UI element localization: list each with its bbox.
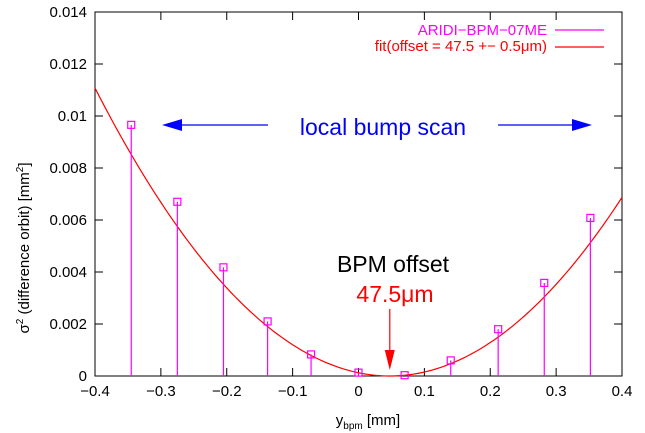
svg-text:ybpm [mm]: ybpm [mm] xyxy=(336,412,400,432)
annotations: local bump scan BPM offset 47.5μm xyxy=(300,114,466,307)
scan-arrow-left-head xyxy=(162,119,182,131)
y-tick-label: 0.002 xyxy=(49,316,87,333)
x-tick-label: 0 xyxy=(354,383,362,400)
scan-arrow-right-head xyxy=(572,119,592,131)
y-tick-label: 0.008 xyxy=(49,160,87,177)
x-tick-label: 0.2 xyxy=(480,383,501,400)
x-tick-label: 0.4 xyxy=(612,383,633,400)
y-label-text: (difference orbit) [mm xyxy=(16,172,33,318)
data-point xyxy=(127,120,136,129)
plot-frame xyxy=(94,11,623,377)
data-point xyxy=(446,356,455,365)
data-point xyxy=(354,368,363,377)
y-tick-label: 0.014 xyxy=(49,4,87,21)
data-point xyxy=(173,197,182,206)
data-point xyxy=(400,371,409,380)
legend-entry-fit: fit(offset = 47.5 +− 0.5μm) xyxy=(375,38,547,55)
offset-value: 47.5μm xyxy=(356,281,433,307)
y-tick-label: 0.01 xyxy=(58,108,87,125)
x-label-sub: bpm xyxy=(343,421,362,432)
data-point xyxy=(494,325,503,334)
data-point xyxy=(219,263,228,272)
x-label-unit: [mm] xyxy=(363,412,401,429)
data-point xyxy=(586,213,595,223)
y-label-sigma: σ xyxy=(16,324,33,334)
x-tick-label: 0.3 xyxy=(546,383,567,400)
y-tick-label: 0.012 xyxy=(49,56,87,73)
y-label-unit-power: 2 xyxy=(15,166,26,172)
x-tick-label: 0.1 xyxy=(414,383,435,400)
offset-label: BPM offset xyxy=(337,251,450,277)
x-label-main: y xyxy=(336,412,344,429)
y-tick-label: 0.006 xyxy=(49,212,87,229)
x-tick-label: −0.1 xyxy=(278,383,308,400)
legend-entry-bpm: ARIDI−BPM−07ME xyxy=(418,22,547,39)
plot-area: −0.4 −0.3 −0.2 −0.1 0 0.1 0.2 0.3 0.4 0 0.002 0.004… xyxy=(49,4,632,400)
legend: ARIDI−BPM−07ME fit(offset = 47.5 +− 0.5μ… xyxy=(375,22,604,55)
y-axis-label: σ2 (difference orbit) [mm2] xyxy=(15,163,33,334)
offset-arrow-head xyxy=(384,350,395,370)
x-axis-label: ybpm [mm] xyxy=(336,412,400,432)
scan-label: local bump scan xyxy=(300,114,466,140)
x-tick-label: −0.4 xyxy=(80,383,110,400)
x-tick-label: −0.3 xyxy=(146,383,176,400)
y-label-close: ] xyxy=(16,163,33,167)
y-tick-label: 0 xyxy=(79,368,87,385)
svg-text:σ2 (difference orbit) [mm2]: σ2 (difference orbit) [mm2] xyxy=(15,163,33,334)
data-point xyxy=(263,317,272,326)
x-tick-label: −0.2 xyxy=(212,383,242,400)
y-tick-label: 0.004 xyxy=(49,264,87,281)
data-point xyxy=(306,350,316,359)
y-label-power: 2 xyxy=(15,318,26,324)
data-point xyxy=(540,278,549,288)
